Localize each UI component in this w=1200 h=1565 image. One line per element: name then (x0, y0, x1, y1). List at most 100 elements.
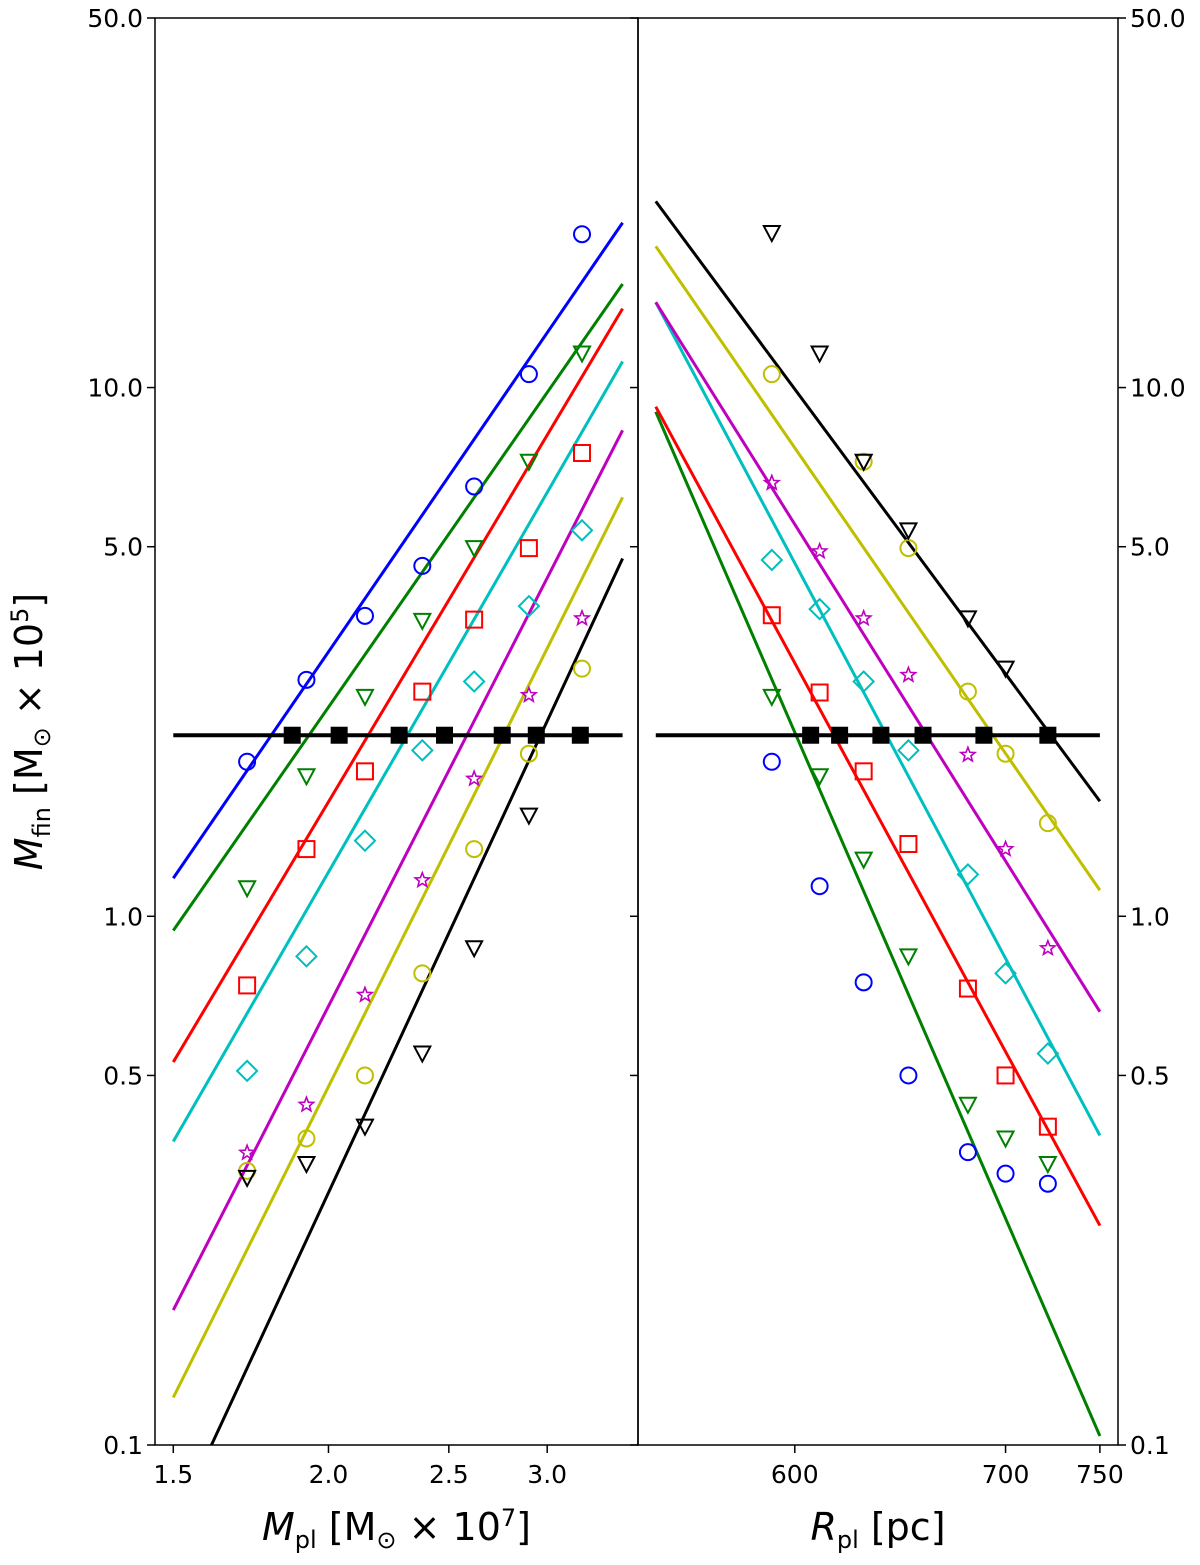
x-axis-label-right: Rpl [pc] (810, 1505, 945, 1554)
data-point-left-s1-p3 (412, 612, 432, 632)
data-point-right-s1-p1 (809, 768, 830, 787)
label-part: ⊙ (376, 1526, 396, 1554)
data-point-left-s4-p0 (237, 1143, 257, 1161)
fit-line-left-6 (210, 557, 624, 1446)
data-point-left-s0-p1 (297, 670, 316, 689)
x-tick-label-right-2: 750 (1076, 1460, 1124, 1489)
data-point-right-s0-p6 (1038, 1174, 1057, 1193)
x-tick-label-left-1: 2.0 (309, 1460, 349, 1489)
data-point-left-s6-p0 (237, 1169, 257, 1189)
x-tick-label-left-0: 1.5 (153, 1460, 193, 1489)
intersection-marker-left-3 (436, 726, 454, 744)
data-point-right-s1-p6 (1038, 1155, 1058, 1175)
data-point-right-s1-p4 (958, 1096, 978, 1115)
data-point-left-s0-p6 (573, 225, 592, 244)
data-point-left-s6-p2 (355, 1118, 375, 1137)
label-part: R (810, 1505, 836, 1549)
data-point-left-s1-p6 (572, 345, 592, 364)
data-point-left-s3-p1 (295, 944, 318, 968)
data-point-left-s4-p1 (297, 1095, 316, 1113)
data-point-right-s6-p2 (853, 453, 874, 472)
fit-line-left-2 (171, 307, 624, 1063)
label-part: fin (28, 807, 56, 837)
data-point-left-s6-p1 (296, 1155, 317, 1175)
data-point-right-s5-p5 (1038, 814, 1057, 833)
data-point-right-s6-p4 (958, 610, 978, 629)
label-part: ] (7, 593, 51, 608)
intersection-marker-left-4 (493, 726, 511, 744)
label-part: 5 (6, 608, 34, 623)
data-point-left-s2-p4 (465, 610, 484, 629)
fit-line-right-2 (654, 405, 1102, 1227)
data-point-right-s5-p0 (762, 365, 781, 384)
y-tick-label-right-2: 1.0 (1130, 902, 1170, 931)
data-point-left-s5-p3 (413, 964, 432, 983)
y-tick-label-right-4: 10.0 (1130, 374, 1186, 403)
data-point-left-s3-p5 (517, 594, 541, 618)
data-point-right-s3-p3 (897, 738, 920, 762)
intersection-marker-right-5 (1039, 726, 1057, 744)
data-point-left-s2-p6 (573, 444, 592, 463)
plot-layer (171, 200, 1102, 1446)
x-tick-label-right-0: 600 (771, 1460, 819, 1489)
data-point-right-s1-p5 (995, 1130, 1016, 1149)
data-point-left-s5-p1 (297, 1129, 316, 1148)
data-point-left-s4-p6 (572, 608, 592, 627)
data-point-left-s1-p2 (355, 688, 375, 707)
y-tick-label-left-4: 10.0 (87, 374, 143, 403)
data-point-right-s1-p2 (853, 851, 874, 870)
intersection-marker-left-5 (527, 726, 545, 744)
fit-line-right-3 (654, 301, 1102, 1137)
data-point-right-s2-p1 (810, 683, 829, 702)
data-point-right-s0-p5 (996, 1164, 1015, 1183)
data-point-left-s2-p0 (238, 976, 257, 995)
fit-line-left-5 (171, 496, 624, 1399)
panel-frame-right (637, 17, 1119, 1446)
label-part: pl (837, 1526, 859, 1554)
data-point-right-s0-p4 (958, 1143, 977, 1162)
data-point-left-s2-p1 (297, 840, 316, 859)
data-point-right-s5-p4 (996, 744, 1015, 763)
data-point-left-s5-p2 (355, 1066, 374, 1085)
data-point-left-s5-p4 (465, 840, 484, 859)
y-tick-label-left-2: 1.0 (103, 902, 143, 931)
x-tick-label-left-2: 2.5 (429, 1460, 469, 1489)
y-tick-label-right-1: 0.5 (1130, 1061, 1170, 1090)
intersection-marker-right-2 (872, 726, 890, 744)
y-tick-label-left-0: 0.1 (103, 1431, 143, 1460)
label-part: M (7, 837, 51, 870)
data-point-left-s2-p2 (355, 762, 374, 781)
data-point-right-s2-p6 (1038, 1117, 1057, 1136)
label-part: [pc] (859, 1505, 946, 1549)
y-tick-label-left-1: 0.5 (103, 1061, 143, 1090)
y-tick-label-right-5: 50.0 (1130, 4, 1186, 33)
fit-line-left-0 (172, 221, 624, 880)
data-point-left-s0-p4 (465, 477, 484, 496)
y-tick-label-left-3: 5.0 (103, 533, 143, 562)
data-point-right-s4-p1 (810, 541, 829, 560)
data-point-right-s0-p1 (810, 877, 829, 896)
data-point-left-s3-p6 (570, 518, 594, 542)
label-part: × 10 (397, 1505, 501, 1549)
data-point-right-s4-p2 (854, 608, 873, 627)
fit-line-right-5 (654, 245, 1102, 892)
data-point-left-s3-p3 (410, 738, 434, 762)
data-point-left-s6-p3 (412, 1045, 432, 1064)
intersection-marker-right-0 (802, 726, 820, 744)
label-part: pl (295, 1526, 317, 1554)
label-part: [M (317, 1505, 377, 1549)
data-point-right-s0-p3 (899, 1066, 918, 1085)
fit-line-left-1 (172, 283, 624, 932)
y-axis-label: Mfin [M⊙ × 105] (6, 593, 56, 870)
data-point-right-s6-p3 (898, 522, 919, 541)
data-point-left-s4-p2 (355, 985, 375, 1003)
data-point-right-s2-p0 (762, 606, 781, 625)
label-part: 7 (501, 1504, 516, 1532)
data-point-right-s5-p1 (854, 452, 873, 471)
x-tick-label-right-1: 700 (982, 1460, 1030, 1489)
data-point-left-s2-p5 (519, 539, 538, 558)
data-point-left-s0-p3 (413, 556, 432, 575)
fit-line-right-6 (654, 200, 1102, 803)
label-part: ] (516, 1505, 531, 1549)
